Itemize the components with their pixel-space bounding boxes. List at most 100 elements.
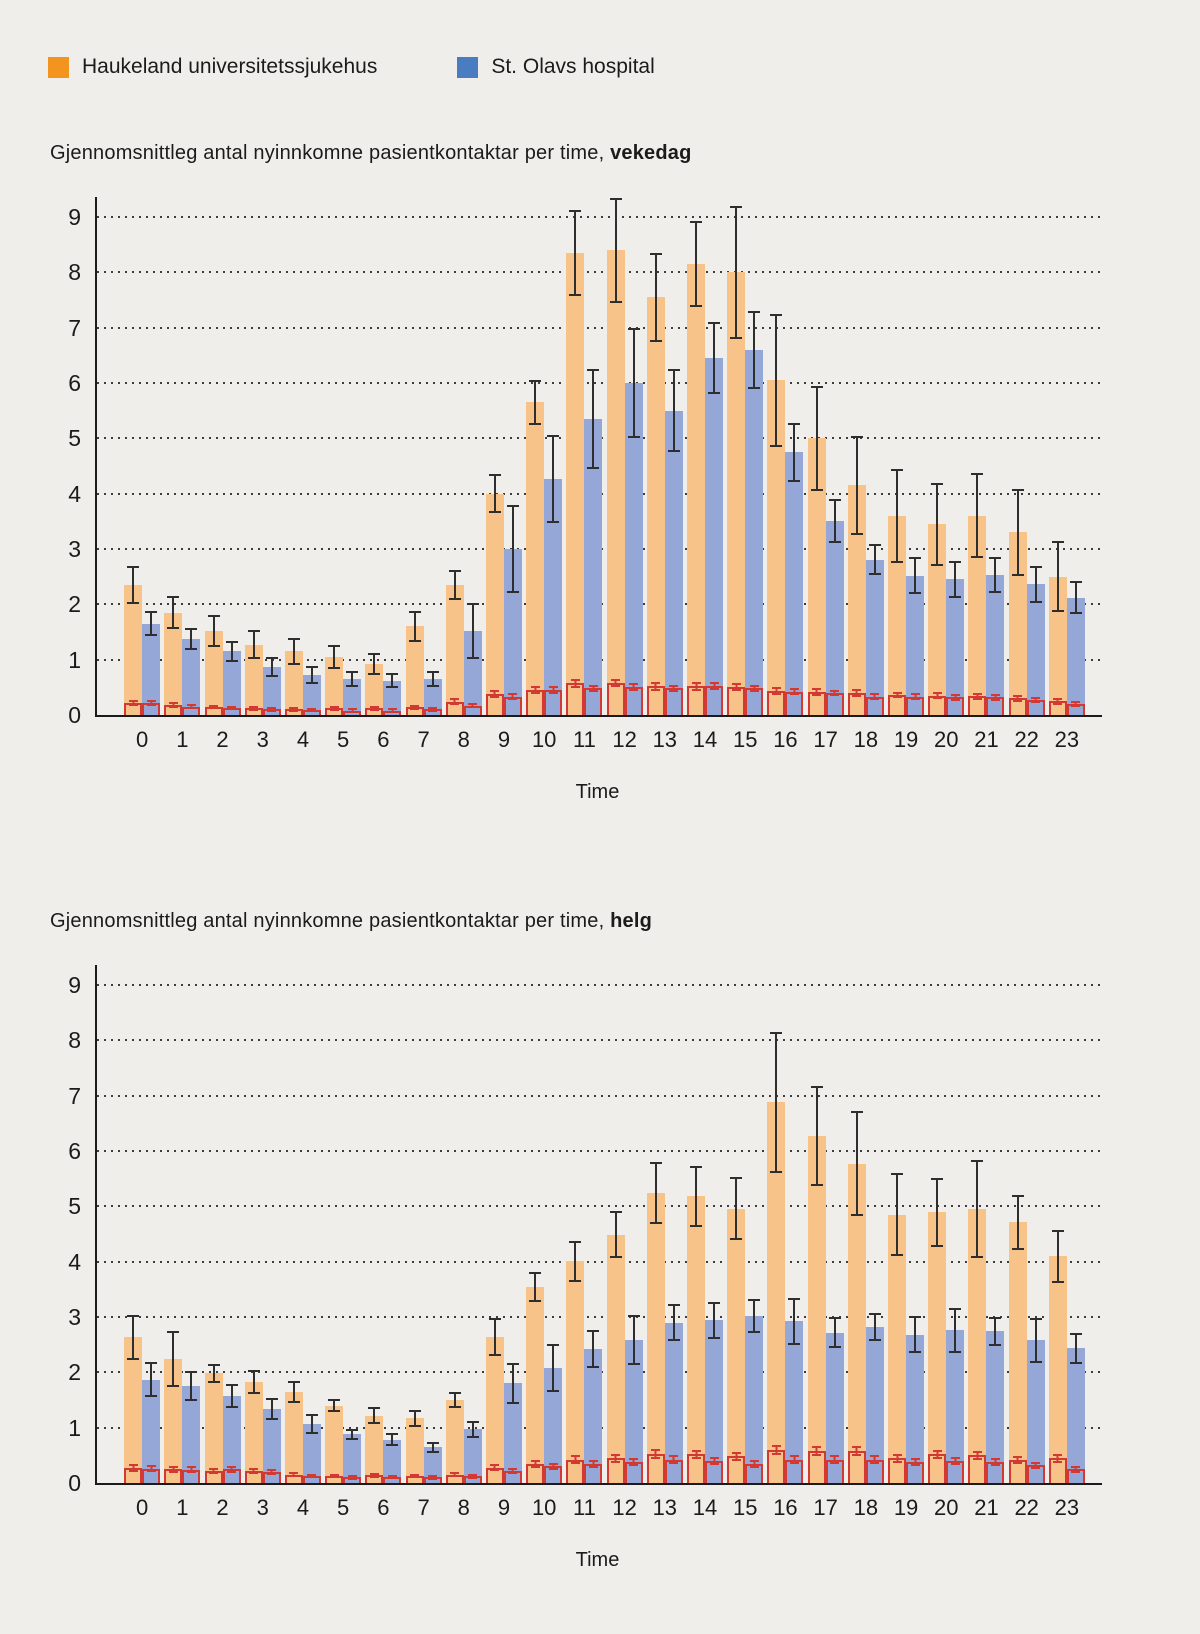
red-error-bar-haukeland-hour-5 [329, 706, 339, 711]
error-bar-haukeland-hour-17 [810, 385, 823, 491]
x-tick-label-8: 8 [457, 727, 470, 752]
gridline-9 [97, 216, 1102, 219]
error-bar-stolavs-hour-21 [989, 1317, 1002, 1346]
x-tick-label-5: 5 [337, 1495, 350, 1520]
red-error-bar-haukeland-hour-9 [490, 1464, 500, 1471]
error-bar-haukeland-hour-18 [850, 435, 863, 536]
red-error-bar-haukeland-hour-3 [249, 706, 259, 711]
error-bar-stolavs-hour-10 [547, 434, 560, 524]
x-tick-label-13: 13 [652, 727, 678, 752]
bar-stolavs-hour-15 [745, 1315, 764, 1483]
bar-haukeland-hour-14 [687, 264, 706, 715]
error-bar-stolavs-hour-18 [868, 1313, 881, 1341]
bar-haukeland-hour-5 [325, 656, 344, 715]
red-error-bar-haukeland-hour-7 [410, 1473, 420, 1479]
plot-area-helg: 0 1 2 3 4 5 6 7 8 9 0 1 2 3 4 5 6 7 8 9 10 11 12 13 14 15 16 17 18 19… [68, 965, 1102, 1520]
bar-haukeland-hour-13 [646, 1192, 665, 1483]
red-error-bar-haukeland-hour-17 [812, 687, 822, 696]
bar-haukeland-hour-21 [968, 1209, 987, 1483]
red-error-bar-stolavs-hour-0 [146, 699, 156, 707]
error-bar-haukeland-hour-9 [488, 1317, 501, 1357]
error-bar-stolavs-hour-14 [708, 1301, 721, 1340]
y-tick-label-8: 8 [68, 1027, 81, 1054]
red-outline-bar-stolavs-hour-13 [664, 688, 683, 715]
red-error-bar-haukeland-hour-19 [892, 1453, 902, 1463]
red-error-bar-stolavs-hour-12 [629, 683, 639, 692]
x-tick-label-16: 16 [773, 1495, 798, 1520]
error-bar-haukeland-hour-10 [529, 1272, 542, 1303]
y-tick-label-6: 6 [68, 370, 81, 397]
red-error-bar-stolavs-hour-5 [347, 1475, 357, 1480]
bar-stolavs-hour-6 [383, 1439, 402, 1483]
red-error-bar-stolavs-hour-10 [548, 686, 558, 694]
bar-haukeland-hour-11 [566, 1261, 585, 1483]
red-error-bar-stolavs-hour-16 [789, 1455, 799, 1465]
red-outline-bar-haukeland-hour-11 [566, 683, 585, 715]
red-error-bar-stolavs-hour-23 [1071, 701, 1081, 707]
error-bar-stolavs-hour-14 [708, 322, 721, 395]
error-bar-haukeland-hour-5 [328, 644, 341, 670]
x-axis-title-vekedag: Time [575, 781, 620, 803]
y-tick-label-8: 8 [68, 259, 81, 286]
bar-stolavs-hour-4 [302, 1424, 321, 1483]
bar-stolavs-hour-12 [624, 1339, 643, 1483]
x-tick-label-6: 6 [377, 1495, 390, 1520]
y-tick-label-5: 5 [68, 425, 81, 452]
red-error-bar-haukeland-hour-19 [892, 691, 902, 699]
red-error-bar-stolavs-hour-14 [709, 1457, 719, 1465]
x-tick-label-14: 14 [692, 727, 718, 752]
gridline-8 [97, 1039, 1102, 1042]
red-error-bar-stolavs-hour-21 [990, 1458, 1000, 1466]
red-error-bar-haukeland-hour-3 [249, 1467, 259, 1475]
x-tick-label-13: 13 [652, 1495, 678, 1520]
error-bar-stolavs-hour-22 [1029, 1317, 1042, 1363]
error-bar-haukeland-hour-21 [971, 473, 984, 559]
bar-stolavs-hour-19 [906, 575, 925, 715]
red-error-bar-stolavs-hour-1 [186, 703, 196, 710]
bar-haukeland-hour-10 [526, 1287, 545, 1483]
bar-stolavs-hour-14 [705, 1320, 724, 1483]
bar-stolavs-hour-4 [302, 675, 321, 715]
x-tick-label-12: 12 [612, 727, 637, 752]
red-error-bar-haukeland-hour-13 [651, 1449, 661, 1460]
x-tick-label-2: 2 [216, 727, 229, 752]
bar-haukeland-hour-5 [325, 1405, 344, 1483]
x-tick-label-20: 20 [934, 727, 959, 752]
bar-stolavs-hour-7 [423, 679, 442, 715]
red-error-bar-stolavs-hour-0 [146, 1465, 156, 1472]
red-error-bar-stolavs-hour-23 [1071, 1465, 1081, 1473]
y-tick-label-4: 4 [68, 480, 81, 507]
x-tick-label-0: 0 [135, 727, 149, 752]
y-tick-label-3: 3 [68, 1304, 81, 1331]
bar-haukeland-hour-9 [485, 1336, 504, 1483]
chart-title-helg: Gjennomsnittleg antal nyinnkomne pasient… [50, 910, 1200, 933]
error-bar-haukeland-hour-16 [770, 313, 783, 447]
red-error-bar-stolavs-hour-16 [789, 688, 799, 696]
error-bar-stolavs-hour-2 [225, 1383, 238, 1409]
error-bar-haukeland-hour-20 [931, 1178, 944, 1247]
error-bar-haukeland-hour-0 [127, 565, 140, 605]
red-error-bar-stolavs-hour-3 [267, 1469, 277, 1475]
plot-area-vekedag: 0 1 2 3 4 5 6 7 8 9 0 1 2 3 4 5 6 7 8 9 10 11 12 13 14 15 16 17 18 19… [68, 197, 1102, 752]
red-error-bar-haukeland-hour-0 [128, 699, 138, 707]
red-error-bar-haukeland-hour-20 [932, 1449, 942, 1459]
x-tick-label-17: 17 [813, 1495, 838, 1520]
red-outline-bar-stolavs-hour-12 [624, 687, 643, 715]
error-bar-haukeland-hour-20 [931, 482, 944, 566]
red-error-bar-stolavs-hour-18 [870, 693, 880, 701]
error-bar-stolavs-hour-5 [346, 670, 359, 688]
error-bar-stolavs-hour-12 [627, 1314, 640, 1365]
red-error-bar-haukeland-hour-21 [972, 692, 982, 700]
x-tick-label-11: 11 [572, 727, 596, 752]
error-bar-stolavs-hour-0 [145, 611, 158, 637]
x-tick-label-18: 18 [853, 1495, 879, 1520]
red-error-bar-haukeland-hour-5 [329, 1473, 339, 1479]
bar-haukeland-hour-16 [767, 1102, 786, 1483]
bar-haukeland-hour-9 [485, 493, 504, 715]
red-error-bar-haukeland-hour-20 [932, 692, 942, 699]
chart-title-text: Gjennomsnittleg antal nyinnkomne pasient… [50, 910, 611, 932]
error-bar-stolavs-hour-22 [1029, 566, 1042, 603]
bar-stolavs-hour-10 [544, 478, 563, 715]
legend-label-haukeland: Haukeland universitetssjukehus [82, 55, 378, 78]
bar-stolavs-hour-18 [865, 1326, 884, 1483]
